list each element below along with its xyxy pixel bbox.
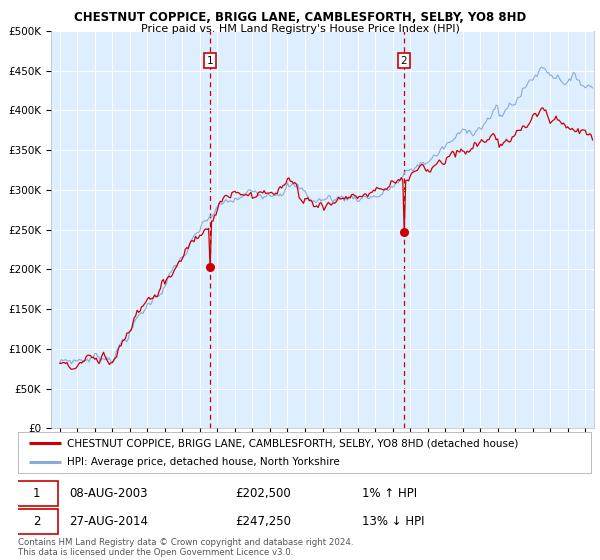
Text: 08-AUG-2003: 08-AUG-2003	[70, 487, 148, 500]
Text: 2: 2	[33, 515, 40, 528]
FancyBboxPatch shape	[15, 509, 58, 534]
Text: 2: 2	[400, 55, 407, 66]
Text: 1: 1	[207, 55, 214, 66]
Text: £247,250: £247,250	[236, 515, 292, 528]
Text: 1% ↑ HPI: 1% ↑ HPI	[362, 487, 417, 500]
Text: CHESTNUT COPPICE, BRIGG LANE, CAMBLESFORTH, SELBY, YO8 8HD: CHESTNUT COPPICE, BRIGG LANE, CAMBLESFOR…	[74, 11, 526, 24]
Text: 1: 1	[33, 487, 40, 500]
Text: £202,500: £202,500	[236, 487, 292, 500]
Text: HPI: Average price, detached house, North Yorkshire: HPI: Average price, detached house, Nort…	[67, 457, 340, 467]
Text: 27-AUG-2014: 27-AUG-2014	[70, 515, 149, 528]
Text: Price paid vs. HM Land Registry's House Price Index (HPI): Price paid vs. HM Land Registry's House …	[140, 24, 460, 34]
FancyBboxPatch shape	[15, 481, 58, 506]
Text: CHESTNUT COPPICE, BRIGG LANE, CAMBLESFORTH, SELBY, YO8 8HD (detached house): CHESTNUT COPPICE, BRIGG LANE, CAMBLESFOR…	[67, 438, 518, 449]
Text: Contains HM Land Registry data © Crown copyright and database right 2024.
This d: Contains HM Land Registry data © Crown c…	[18, 538, 353, 557]
Text: 13% ↓ HPI: 13% ↓ HPI	[362, 515, 424, 528]
